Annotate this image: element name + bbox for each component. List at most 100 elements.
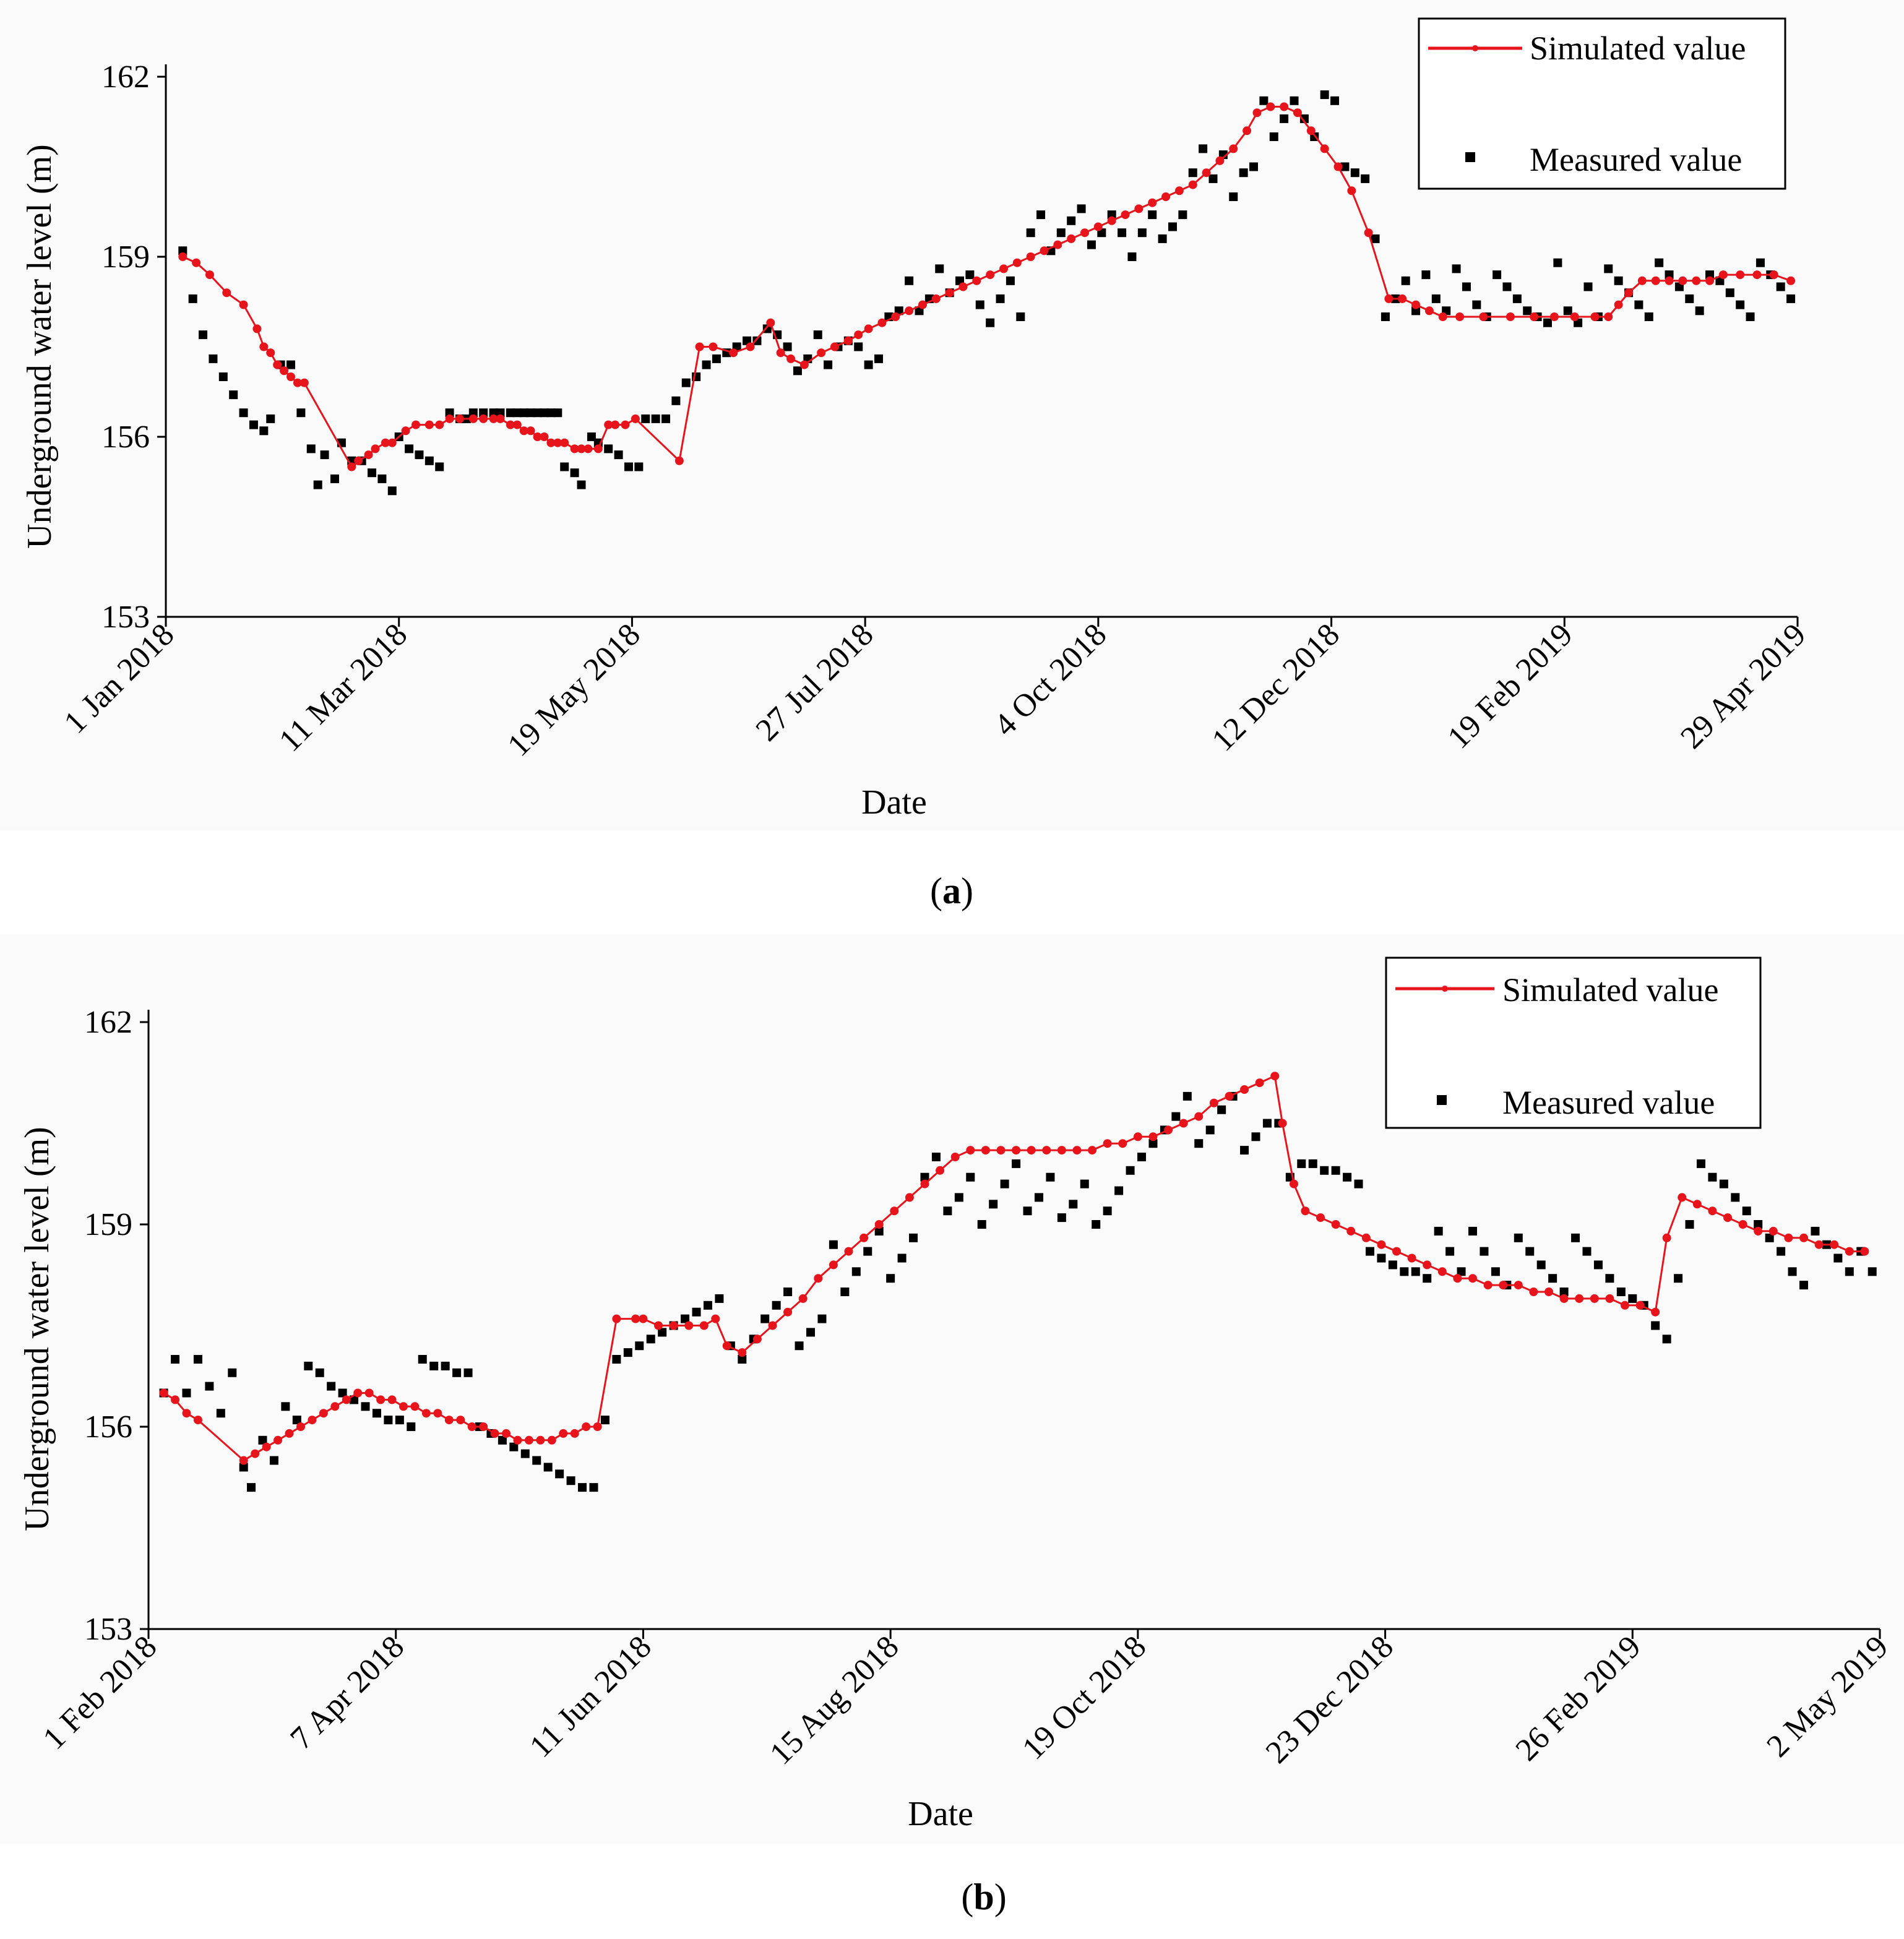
panel-b-simulated-point xyxy=(1723,1213,1733,1223)
panel-b-measured-point xyxy=(1811,1226,1820,1236)
panel-b-simulated-point xyxy=(1301,1206,1310,1216)
panel-b-simulated-point xyxy=(274,1435,283,1445)
panel-a-simulated-point xyxy=(205,270,214,280)
panel-b-simulated-point xyxy=(387,1395,397,1404)
panel-a-simulated-point xyxy=(1424,306,1434,316)
panel-a-simulated-point xyxy=(1506,312,1515,321)
panel-a-simulated-point xyxy=(1614,300,1623,309)
panel-a-measured-point xyxy=(661,414,671,423)
panel-b-legend-measured-marker xyxy=(1437,1095,1447,1105)
panel-a-simulated-point xyxy=(1678,276,1687,285)
panel-a-simulated-point xyxy=(1202,168,1211,178)
panel-b-measured-point xyxy=(1708,1172,1717,1182)
panel-b-simulated-point xyxy=(1103,1139,1112,1148)
panel-a-measured-point xyxy=(752,336,762,345)
panel-a-legend: Simulated value Measured value xyxy=(1418,17,1786,190)
panel-a-measured-point xyxy=(702,360,711,369)
panel-b-simulated-point xyxy=(1118,1139,1127,1148)
panel-a-measured-point xyxy=(1148,210,1157,220)
panel-b-simulated-point xyxy=(1042,1146,1051,1155)
panel-a-y-tick-label: 153 xyxy=(101,600,150,635)
panel-a-x-axis-title: Date xyxy=(861,783,927,822)
panel-b-simulated-point xyxy=(1830,1240,1839,1249)
panel-b-simulated-point xyxy=(1179,1119,1188,1128)
panel-b-measured-point xyxy=(851,1267,861,1276)
panel-b-measured-point xyxy=(193,1355,202,1364)
panel-a-y-tick-label: 156 xyxy=(101,419,150,455)
panel-a-measured-point xyxy=(445,408,454,418)
panel-b-legend-measured-label: Measured value xyxy=(1502,1084,1715,1121)
panel-a-measured-point xyxy=(1269,132,1278,141)
panel-b-simulated-point xyxy=(1278,1119,1287,1128)
panel-a-measured-point xyxy=(209,354,218,363)
panel-a-measured-point xyxy=(1401,276,1410,285)
panel-a-measured-point xyxy=(1026,228,1035,238)
panel-a-simulated-point xyxy=(1266,102,1275,111)
panel-a-measured-point xyxy=(377,474,387,483)
panel-b-measured-point xyxy=(600,1416,610,1425)
panel-a-measured-point xyxy=(320,450,329,460)
panel-b-measured-point xyxy=(1182,1091,1192,1101)
panel-b-simulated-point xyxy=(479,1422,488,1431)
panel-b-simulated-point xyxy=(1453,1274,1462,1283)
panel-b-measured-point xyxy=(269,1456,278,1465)
panel-b-measured-point xyxy=(1000,1179,1009,1189)
panel-b-simulated-point xyxy=(1483,1281,1493,1290)
panel-a-simulated-point xyxy=(533,432,542,441)
panel-a-measured-point xyxy=(813,330,822,340)
panel-a-measured-point xyxy=(864,360,873,369)
panel-a-measured-point xyxy=(1290,96,1299,105)
panel-b-measured-point xyxy=(1012,1159,1021,1168)
panel-a-measured-point xyxy=(1127,252,1137,261)
panel-a-simulated-point xyxy=(401,426,410,436)
panel-b-measured-point xyxy=(1457,1267,1466,1276)
panel-a-measured-point xyxy=(489,408,498,418)
panel-b-simulated-point xyxy=(1423,1260,1432,1270)
panel-b-simulated-point xyxy=(684,1321,694,1330)
panel-b-measured-point xyxy=(1754,1220,1763,1229)
panel-a-simulated-point xyxy=(1320,144,1329,153)
panel-a-measured-point xyxy=(1361,174,1370,183)
panel-b-simulated-point xyxy=(444,1416,454,1425)
panel-a-simulated-point xyxy=(1549,312,1559,321)
panel-a-simulated-point xyxy=(239,300,248,309)
panel-b-measured-point xyxy=(1251,1132,1260,1141)
panel-a-measured-point xyxy=(1077,204,1086,213)
panel-a-measured-point xyxy=(874,354,883,363)
panel-a-measured-point xyxy=(1371,234,1380,243)
panel-b-simulated-point xyxy=(490,1429,499,1438)
panel-b-measured-point xyxy=(1480,1247,1489,1256)
panel-b-simulated-point xyxy=(364,1388,374,1398)
panel-b-caption: (b) xyxy=(961,1877,1006,1917)
panel-b-measured-point xyxy=(1114,1186,1124,1195)
panel-a-simulated-point xyxy=(999,264,1008,273)
panel-a-simulated-point xyxy=(729,348,738,358)
panel-a-simulated-point xyxy=(371,444,380,454)
panel-b-simulated-point xyxy=(1754,1226,1763,1236)
panel-a-measured-point xyxy=(905,276,914,285)
panel-a-measured-point xyxy=(1199,144,1208,153)
panel-a-measured-point xyxy=(1746,312,1755,321)
panel-a-simulated-point xyxy=(1479,312,1488,321)
panel-a-simulated-point xyxy=(570,444,579,454)
panel-b-measured-point xyxy=(931,1153,941,1161)
panel-a-measured-point xyxy=(1087,240,1096,249)
panel-b-y-tick-label: 159 xyxy=(84,1207,132,1242)
panel-a-measured-point xyxy=(1016,312,1025,321)
panel-b-measured-point xyxy=(205,1382,214,1391)
panel-a-measured-point xyxy=(306,444,316,454)
panel-b-simulated-point xyxy=(1651,1307,1660,1317)
panel-b-measured-point xyxy=(1171,1112,1181,1121)
panel-a-simulated-point xyxy=(1752,270,1762,280)
panel-b-simulated-point xyxy=(319,1409,328,1418)
panel-a-measured-point xyxy=(1493,270,1502,280)
panel-b-simulated-point xyxy=(829,1260,838,1270)
panel-b-measured-point xyxy=(555,1469,564,1479)
panel-a-measured-point xyxy=(783,342,792,351)
panel-b-measured-point xyxy=(1525,1247,1535,1256)
panel-b-simulated-point xyxy=(1346,1226,1356,1236)
panel-a-simulated-point xyxy=(1252,108,1262,118)
panel-b-measured-point xyxy=(1023,1206,1032,1216)
panel-b-measured-point xyxy=(1034,1193,1043,1202)
panel-b-measured-point xyxy=(840,1288,850,1296)
